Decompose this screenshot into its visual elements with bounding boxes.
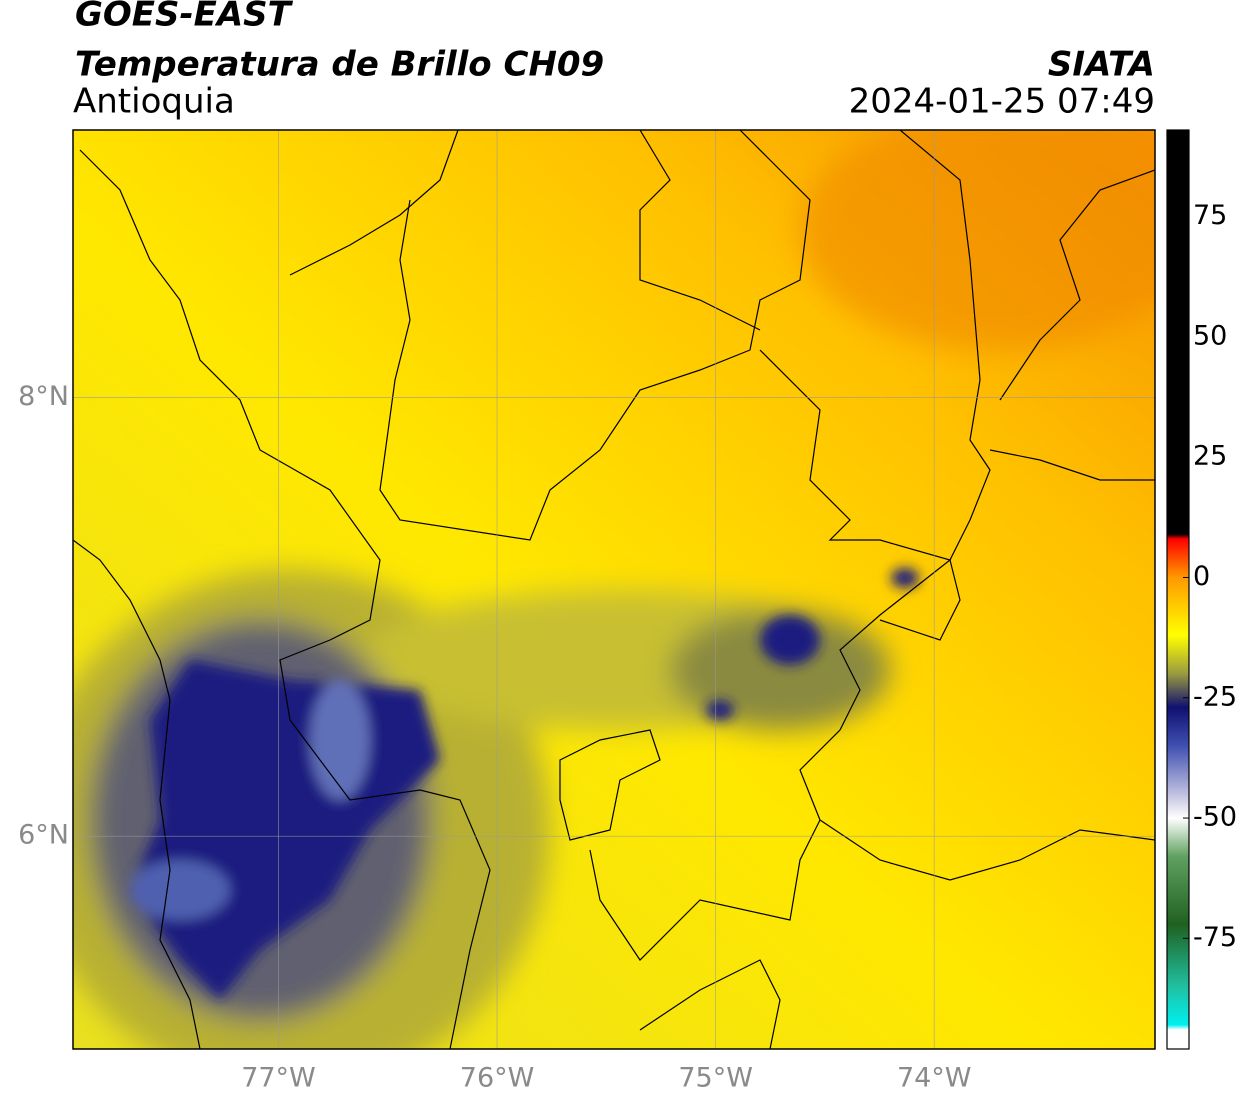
region: Antioquia bbox=[73, 82, 235, 122]
title: GOES-EAST bbox=[75, 0, 294, 35]
y-tick-label: 8°N bbox=[18, 381, 69, 412]
x-tick-label: 76°W bbox=[460, 1063, 535, 1094]
y-tick-label: 6°N bbox=[18, 820, 69, 851]
x-tick-label: 75°W bbox=[678, 1063, 753, 1094]
subtitle: Temperatura de Brillo CH09 bbox=[75, 45, 604, 85]
datetime: 2024-01-25 07:49 bbox=[849, 82, 1155, 122]
colorbar-tick-label: 50 bbox=[1193, 320, 1227, 351]
colorbar-tick-label: 0 bbox=[1193, 561, 1210, 592]
boundaries bbox=[73, 130, 1155, 1049]
colorbar-tick-label: 75 bbox=[1193, 200, 1227, 231]
x-tick-label: 77°W bbox=[241, 1063, 316, 1094]
map-imagery bbox=[73, 130, 1155, 1049]
colorbar-tick-label: -50 bbox=[1193, 802, 1237, 833]
colorbar-tick-label: -25 bbox=[1193, 681, 1237, 712]
source: SIATA bbox=[1048, 45, 1155, 85]
grid bbox=[73, 130, 1155, 1049]
colorbar-tick-label: -75 bbox=[1193, 922, 1237, 953]
x-tick-label: 74°W bbox=[897, 1063, 972, 1094]
colorbar bbox=[1166, 129, 1190, 1050]
colorbar-tick-label: 25 bbox=[1193, 441, 1227, 472]
map-frame bbox=[72, 129, 1156, 1050]
